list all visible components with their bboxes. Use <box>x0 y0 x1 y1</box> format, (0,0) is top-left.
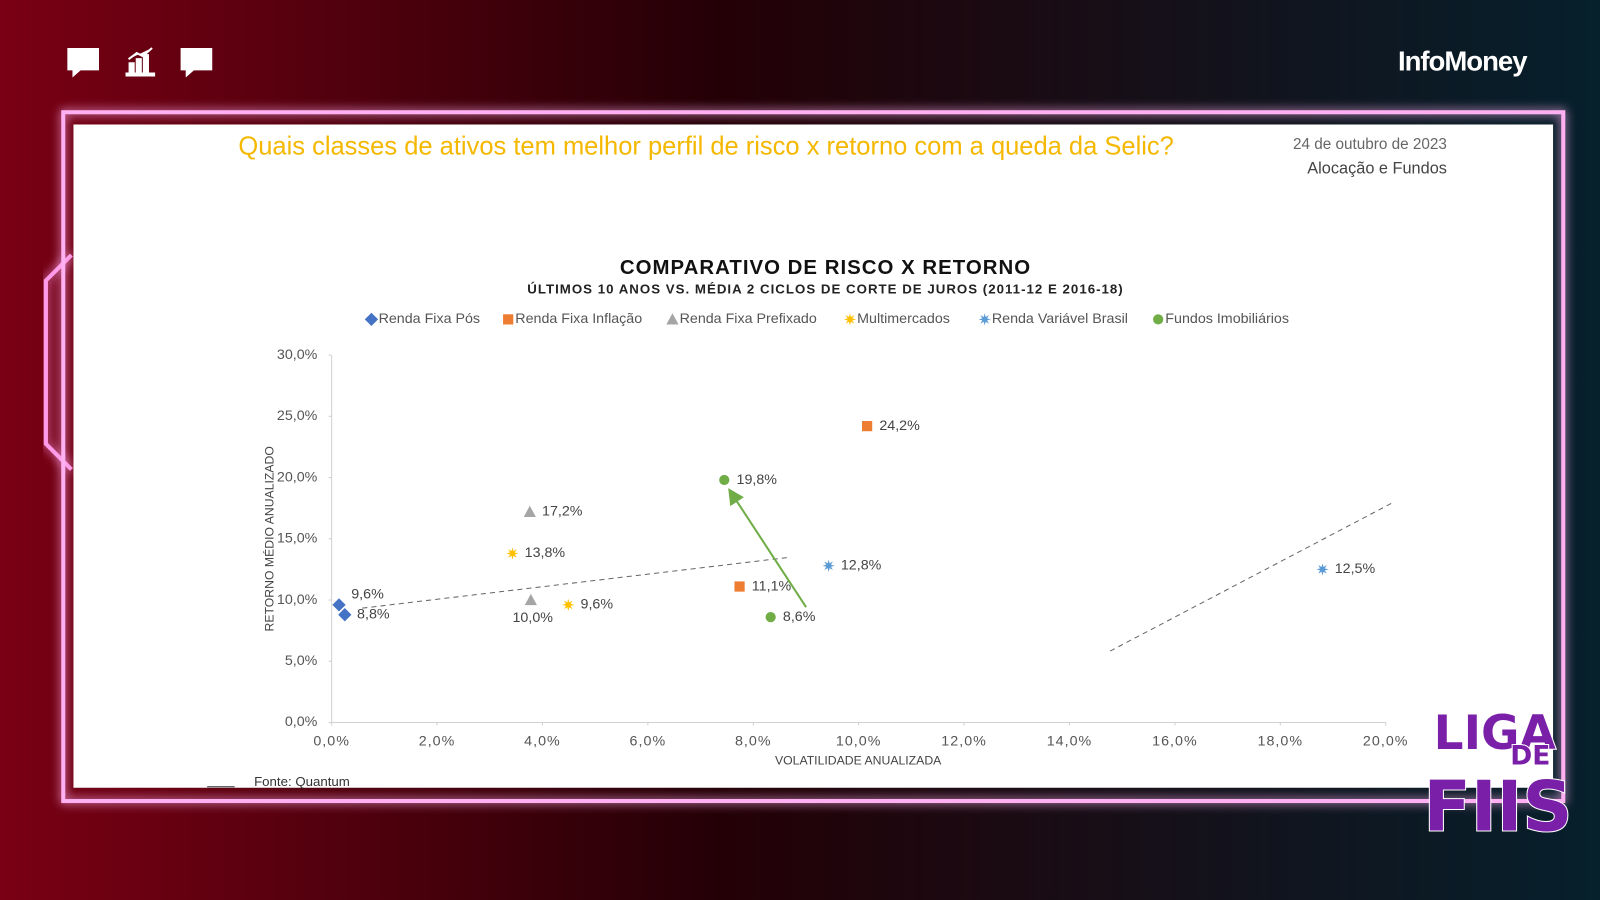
y-axis-title: RETORNO MÉDIO ANUALIZADO <box>262 446 277 631</box>
x-tick-label: 2,0% <box>419 734 456 750</box>
chart-subtitle: ÚLTIMOS 10 ANOS VS. MÉDIA 2 CICLOS DE CO… <box>527 281 1123 296</box>
x-tick-label: 10,0% <box>836 734 882 750</box>
y-tick-label: 10,0% <box>277 592 318 608</box>
point <box>506 547 519 560</box>
point <box>524 593 537 606</box>
logo-text: DE <box>1510 741 1550 772</box>
chat-icon[interactable] <box>180 47 213 78</box>
point <box>822 559 835 572</box>
data-label: 13,8% <box>525 545 566 561</box>
chart-icon[interactable] <box>125 47 156 77</box>
y-tick-label: 5,0% <box>285 653 318 669</box>
date: 24 de outubro de 2023 <box>1293 136 1447 153</box>
data-label: 8,8% <box>357 606 390 622</box>
section: Alocação e Fundos <box>1307 160 1447 178</box>
legend-label: Renda Variável Brasil <box>992 311 1128 327</box>
legend-marker <box>666 313 679 325</box>
neon-frame <box>61 110 1566 804</box>
logo-text: LIGA <box>1434 706 1557 761</box>
legend-label: Renda Fixa Inflação <box>515 311 642 327</box>
point <box>562 598 575 612</box>
point <box>719 474 730 486</box>
chart-title: COMPARATIVO DE RISCO X RETORNO <box>620 257 1031 279</box>
headline: Quais classes de ativos tem melhor perfi… <box>238 133 1173 161</box>
data-label: 9,6% <box>351 586 384 602</box>
data-label: 12,5% <box>1335 561 1376 577</box>
y-tick-label: 15,0% <box>277 531 318 547</box>
legend-marker <box>843 313 857 326</box>
brand: InfoMoney <box>1398 46 1528 77</box>
point <box>338 608 352 622</box>
data-label: 11,1% <box>752 578 792 594</box>
logo-text: FIIS <box>1423 767 1572 847</box>
y-tick-label: 0,0% <box>285 714 318 730</box>
y-tick-label: 30,0% <box>277 347 318 363</box>
data-label: 24,2% <box>879 418 920 434</box>
x-tick-label: 4,0% <box>524 734 561 750</box>
x-tick-label: 14,0% <box>1047 734 1093 750</box>
point <box>332 598 346 612</box>
data-label: 9,6% <box>581 597 614 613</box>
x-tick-label: 0,0% <box>313 734 350 750</box>
x-axis-title: VOLATILIDADE ANUALIZADA <box>775 753 942 767</box>
legend-marker <box>1153 314 1164 325</box>
point <box>862 421 873 432</box>
arrow <box>728 488 807 608</box>
data-label: 19,8% <box>737 472 778 488</box>
legend-label: Renda Fixa Prefixado <box>680 311 817 327</box>
legend-label: Fundos Imobiliários <box>1165 311 1289 327</box>
point <box>734 581 745 592</box>
x-tick-label: 18,0% <box>1258 734 1304 750</box>
toolbar-icons <box>67 47 213 78</box>
legend-marker <box>503 314 514 325</box>
point <box>765 612 776 623</box>
source: Fonte: Quantum <box>254 774 350 789</box>
y-tick-label: 20,0% <box>277 469 318 485</box>
x-tick-label: 20,0% <box>1363 734 1409 750</box>
neon-decor <box>43 253 73 471</box>
data-label: 12,8% <box>841 557 882 573</box>
point <box>1316 563 1329 576</box>
x-tick-label: 12,0% <box>941 734 987 750</box>
data-label: 8,6% <box>783 609 816 625</box>
point <box>523 505 536 517</box>
legend-label: Renda Fixa Pós <box>379 311 481 327</box>
panel <box>73 124 1554 788</box>
trend-line <box>1109 501 1395 652</box>
data-label: 17,2% <box>542 504 583 520</box>
legend-marker <box>978 313 991 326</box>
legend-label: Multimercados <box>857 311 950 327</box>
chat-icon[interactable] <box>67 47 99 78</box>
x-tick-label: 8,0% <box>735 734 772 750</box>
trend-line <box>362 556 791 609</box>
x-tick-label: 6,0% <box>630 734 667 750</box>
y-tick-label: 25,0% <box>277 408 318 424</box>
plot: 0,0% 5,0% 10,0% 15,0% 20,0% 25,0% 30,0% 0,0% 2,0… <box>277 311 1409 750</box>
data-label: 10,0% <box>512 610 553 626</box>
logo: LIGA DE FIIS <box>1422 705 1573 848</box>
x-tick-label: 16,0% <box>1152 734 1198 750</box>
